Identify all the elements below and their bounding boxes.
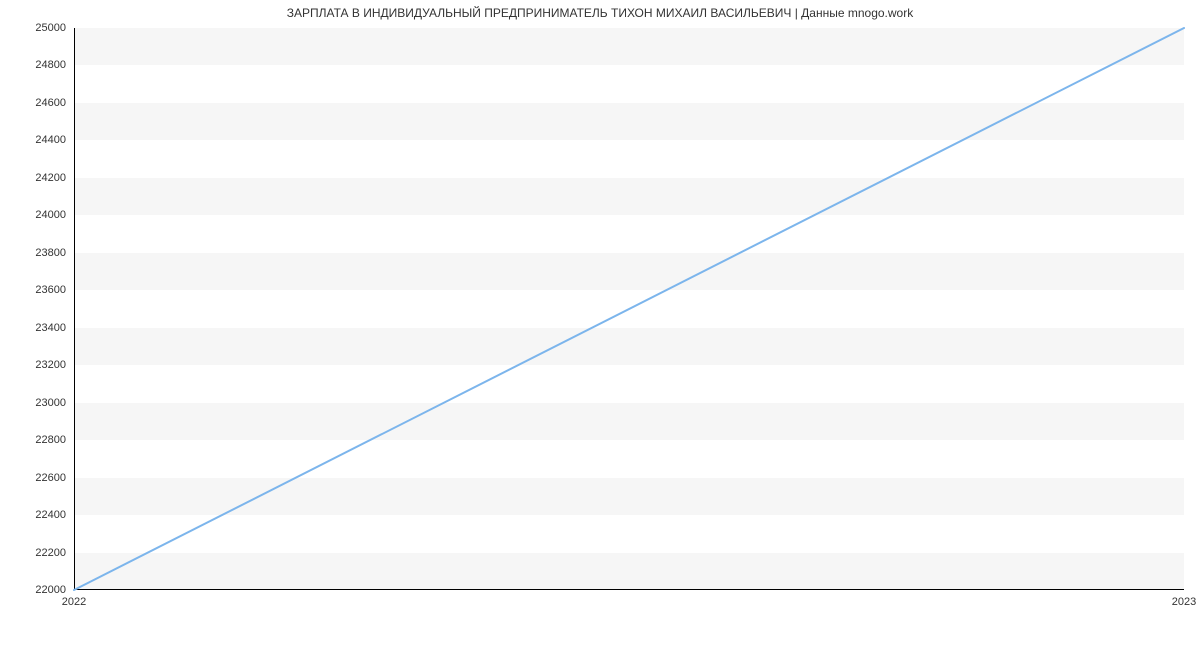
x-tick-label: 2022 (62, 596, 86, 608)
y-tick-label: 24200 (0, 172, 66, 184)
y-tick-label: 24000 (0, 209, 66, 221)
y-tick-label: 23600 (0, 284, 66, 296)
y-tick-label: 22400 (0, 509, 66, 521)
chart-title: ЗАРПЛАТА В ИНДИВИДУАЛЬНЫЙ ПРЕДПРИНИМАТЕЛ… (0, 6, 1200, 20)
plot-area (74, 28, 1184, 590)
y-tick-label: 22200 (0, 547, 66, 559)
x-tick-label: 2023 (1172, 596, 1196, 608)
y-tick-label: 24600 (0, 97, 66, 109)
y-tick-label: 24400 (0, 134, 66, 146)
y-tick-label: 22000 (0, 584, 66, 596)
series-layer (74, 28, 1184, 590)
y-tick-label: 23000 (0, 397, 66, 409)
series-line-salary (74, 28, 1184, 590)
y-tick-label: 23800 (0, 247, 66, 259)
y-tick-label: 23200 (0, 359, 66, 371)
y-tick-label: 22600 (0, 472, 66, 484)
y-tick-label: 23400 (0, 322, 66, 334)
y-tick-label: 22800 (0, 434, 66, 446)
y-tick-label: 24800 (0, 59, 66, 71)
salary-line-chart: ЗАРПЛАТА В ИНДИВИДУАЛЬНЫЙ ПРЕДПРИНИМАТЕЛ… (0, 0, 1200, 650)
y-tick-label: 25000 (0, 22, 66, 34)
